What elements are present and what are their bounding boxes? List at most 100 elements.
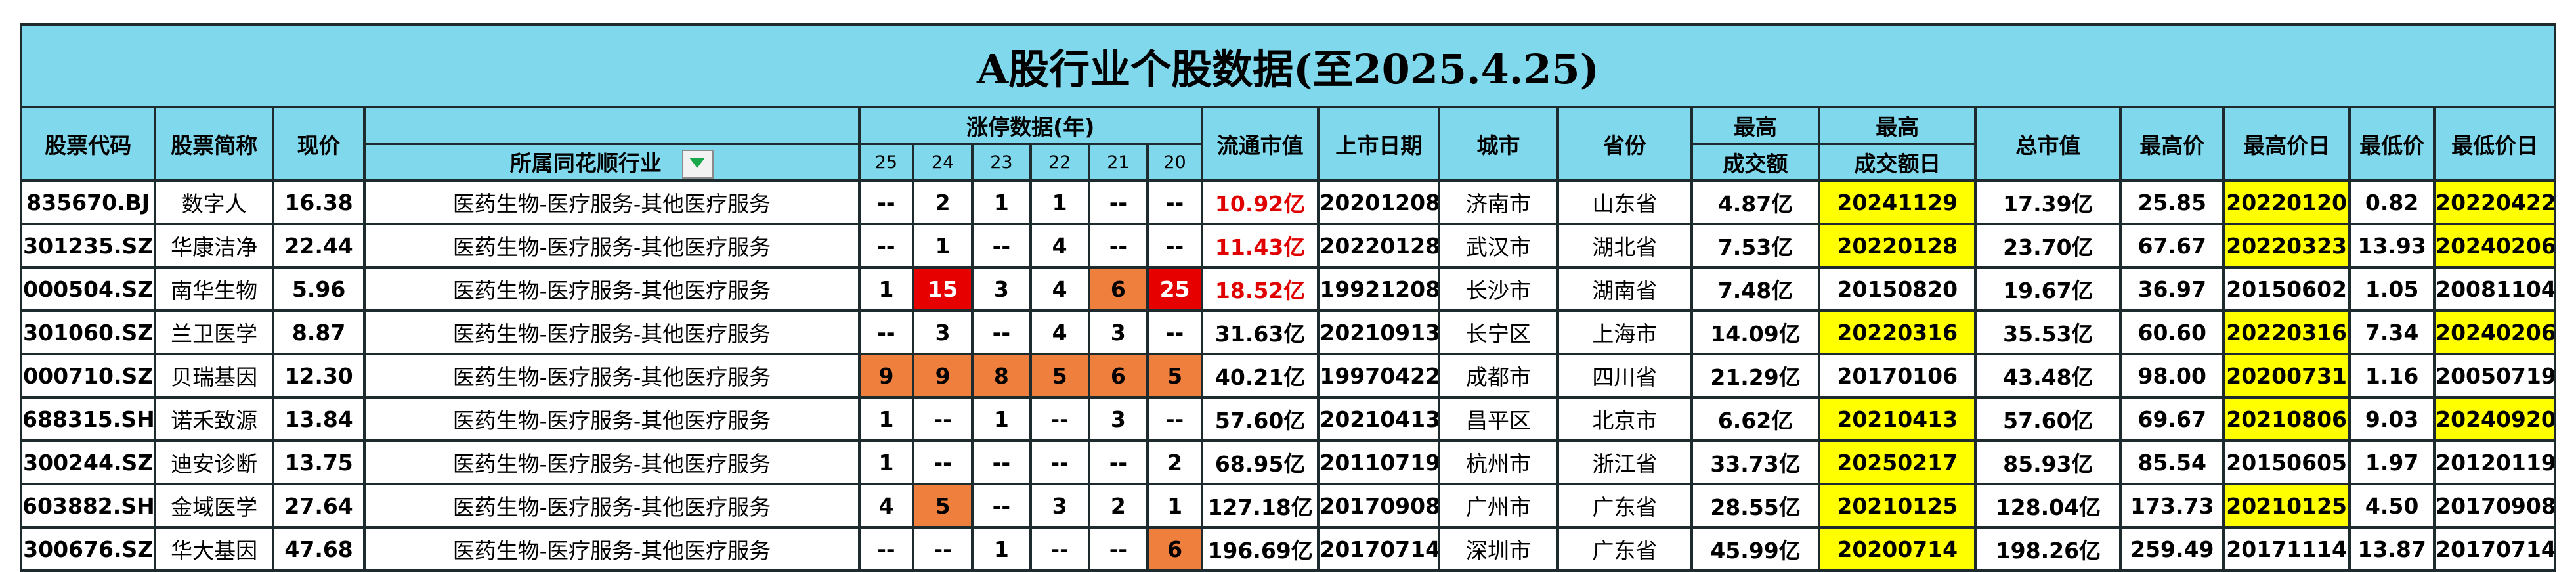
header-year-21: 21 [1087, 143, 1149, 182]
cell-high-day: 20171114 [2222, 526, 2351, 572]
cell-name: 兰卫医学 [154, 309, 274, 355]
cell-industry: 医药生物-医疗服务-其他医疗服务 [363, 223, 861, 269]
header-low: 最低价 [2348, 106, 2436, 182]
cell-high-day: 20220323 [2222, 223, 2351, 269]
cell-float-cap: 18.52亿 [1200, 266, 1320, 312]
cell-max-turnover: 14.09亿 [1690, 309, 1821, 355]
cell-province: 浙江省 [1556, 439, 1694, 485]
cell-limit-count: -- [1029, 396, 1090, 442]
cell-name: 诺禾致源 [154, 396, 274, 442]
cell-name: 金域医学 [154, 483, 274, 529]
cell-max-turnover-day: 20220316 [1818, 309, 1977, 355]
cell-code: 301235.SZ [19, 223, 157, 269]
cell-province: 湖南省 [1556, 266, 1694, 312]
cell-high: 173.73 [2119, 483, 2225, 529]
cell-price: 12.30 [271, 353, 366, 399]
cell-total-cap: 35.53亿 [1974, 309, 2122, 355]
cell-low: 4.50 [2348, 483, 2436, 529]
cell-price: 13.84 [271, 396, 366, 442]
cell-city: 昌平区 [1438, 396, 1559, 442]
cell-high: 85.54 [2119, 439, 2225, 485]
cell-limit-count: 4 [1029, 223, 1090, 269]
cell-industry: 医药生物-医疗服务-其他医疗服务 [363, 179, 861, 225]
cell-industry: 医药生物-医疗服务-其他医疗服务 [363, 266, 861, 312]
cell-list-date: 20170908 [1317, 483, 1441, 529]
cell-low-day: 20240206 [2433, 309, 2556, 355]
cell-high: 67.67 [2119, 223, 2225, 269]
cell-limit-count: -- [1029, 439, 1090, 485]
cell-high: 25.85 [2119, 179, 2225, 225]
cell-limit-count: 2 [1146, 439, 1203, 485]
cell-city: 长宁区 [1438, 309, 1559, 355]
header-industry-spacer [363, 106, 861, 145]
cell-code: 301060.SZ [19, 309, 157, 355]
cell-code: 000504.SZ [19, 266, 157, 312]
cell-max-turnover-day: 20220128 [1818, 223, 1977, 269]
cell-limit-count: -- [1087, 526, 1149, 572]
cell-low: 0.82 [2348, 179, 2436, 225]
cell-total-cap: 198.26亿 [1974, 526, 2122, 572]
cell-total-cap: 85.93亿 [1974, 439, 2122, 485]
cell-limit-count: 1 [971, 396, 1032, 442]
table-row: 300244.SZ 迪安诊断 13.75 医药生物-医疗服务-其他医疗服务 1 … [19, 439, 2556, 485]
cell-list-date: 20210913 [1317, 309, 1441, 355]
cell-price: 22.44 [271, 223, 366, 269]
header-industry: 所属同花顺行业 [363, 143, 861, 182]
header-year-25: 25 [857, 143, 915, 182]
cell-city: 成都市 [1438, 353, 1559, 399]
cell-low: 13.87 [2348, 526, 2436, 572]
cell-price: 8.87 [271, 309, 366, 355]
header-float-cap: 流通市值 [1200, 106, 1320, 182]
cell-limit-count: -- [971, 309, 1032, 355]
table-row: 300676.SZ 华大基因 47.68 医药生物-医疗服务-其他医疗服务 --… [19, 526, 2556, 572]
cell-name: 贝瑞基因 [154, 353, 274, 399]
table-row: 301060.SZ 兰卫医学 8.87 医药生物-医疗服务-其他医疗服务 -- … [19, 309, 2556, 355]
cell-limit-count: 1 [971, 179, 1032, 225]
cell-total-cap: 23.70亿 [1974, 223, 2122, 269]
cell-price: 13.75 [271, 439, 366, 485]
cell-list-date: 20170714 [1317, 526, 1441, 572]
cell-limit-count: 1 [857, 266, 915, 312]
cell-limit-count: 3 [912, 309, 974, 355]
cell-max-turnover: 7.53亿 [1690, 223, 1821, 269]
cell-limit-count: 25 [1146, 266, 1203, 312]
table-row: 301235.SZ 华康洁净 22.44 医药生物-医疗服务-其他医疗服务 --… [19, 223, 2556, 269]
cell-code: 603882.SH [19, 483, 157, 529]
cell-limit-count: 1 [1029, 179, 1090, 225]
header-high: 最高价 [2119, 106, 2225, 182]
header-year-20: 20 [1146, 143, 1203, 182]
cell-industry: 医药生物-医疗服务-其他医疗服务 [363, 526, 861, 572]
header-code: 股票代码 [19, 106, 157, 182]
cell-low: 9.03 [2348, 396, 2436, 442]
cell-limit-count: 2 [1087, 483, 1149, 529]
cell-limit-count: 1 [912, 223, 974, 269]
cell-province: 山东省 [1556, 179, 1694, 225]
cell-max-turnover-day: 20150820 [1818, 266, 1977, 312]
cell-max-turnover-day: 20250217 [1818, 439, 1977, 485]
cell-high-day: 20220316 [2222, 309, 2351, 355]
cell-high-day: 20210125 [2222, 483, 2351, 529]
header-max-turnover-day-line2: 成交额日 [1818, 143, 1977, 182]
cell-max-turnover: 4.87亿 [1690, 179, 1821, 225]
cell-list-date: 19921208 [1317, 266, 1441, 312]
table-row: 000504.SZ 南华生物 5.96 医药生物-医疗服务-其他医疗服务 1 1… [19, 266, 2556, 312]
cell-max-turnover: 7.48亿 [1690, 266, 1821, 312]
header-price: 现价 [271, 106, 366, 182]
cell-total-cap: 19.67亿 [1974, 266, 2122, 312]
header-high-day: 最高价日 [2222, 106, 2351, 182]
cell-code: 300244.SZ [19, 439, 157, 485]
cell-max-turnover-day: 20210413 [1818, 396, 1977, 442]
cell-limit-count: -- [1146, 396, 1203, 442]
header-list-date: 上市日期 [1317, 106, 1441, 182]
cell-limit-count: -- [1087, 439, 1149, 485]
header-total-cap: 总市值 [1974, 106, 2122, 182]
cell-list-date: 20220128 [1317, 223, 1441, 269]
dropdown-filter-icon[interactable] [682, 150, 714, 178]
cell-float-cap: 57.60亿 [1200, 396, 1320, 442]
cell-limit-count: 5 [1146, 353, 1203, 399]
header-max-turnover-day-line1: 最高 [1818, 106, 1977, 145]
cell-name: 华康洁净 [154, 223, 274, 269]
cell-limit-count: -- [857, 223, 915, 269]
cell-city: 深圳市 [1438, 526, 1559, 572]
cell-low: 1.97 [2348, 439, 2436, 485]
